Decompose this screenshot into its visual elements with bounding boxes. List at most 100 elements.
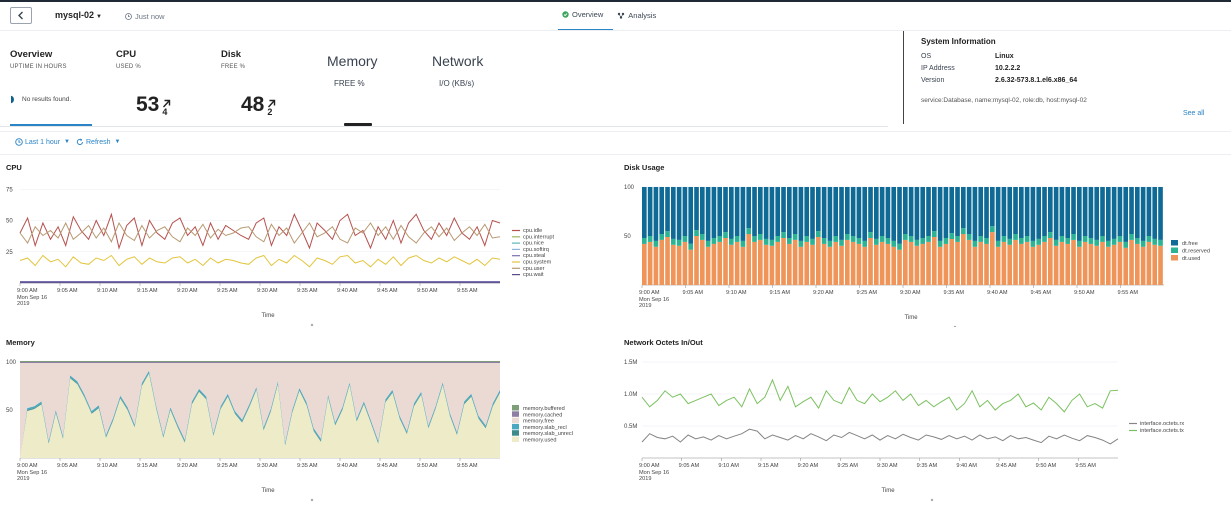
bar-segment-dt-free <box>1106 187 1111 241</box>
bar-segment-dt-reserved <box>966 234 972 240</box>
refresh-button[interactable]: Refresh ▼ <box>76 138 120 146</box>
tab-overview[interactable]: Overview <box>558 10 614 31</box>
time-range-picker[interactable]: Last 1 hour ▼ <box>15 138 70 146</box>
bar-segment-dt-reserved <box>758 234 763 240</box>
x-tick-label: 9:10 AM <box>718 463 739 469</box>
bar-segment-dt-used <box>1135 243 1140 285</box>
bar-segment-dt-reserved <box>1106 240 1111 247</box>
bar-segment-dt-reserved <box>671 238 676 245</box>
bar-segment-dt-reserved <box>734 236 740 242</box>
bar-segment-dt-free <box>850 187 856 236</box>
info-half-circle-icon <box>11 95 14 104</box>
bar-segment-dt-free <box>769 187 775 240</box>
bar-segment-dt-reserved <box>1082 236 1088 242</box>
x-tick-label: 9:20 AM <box>813 290 834 296</box>
disk-tile[interactable]: Disk FREE % <box>221 49 245 70</box>
bar-segment-dt-reserved <box>711 238 717 244</box>
bar-segment-dt-free <box>711 187 717 238</box>
bar-segment-dt-reserved <box>827 240 833 247</box>
bar-segment-dt-reserved <box>1019 238 1024 244</box>
bar-segment-dt-reserved <box>665 231 670 237</box>
bar-segment-dt-used <box>995 246 1001 285</box>
arrow-up-right-icon <box>163 99 171 108</box>
x-tick-label: 9:25 AM <box>857 290 878 296</box>
disk-delta: 2 <box>267 99 276 117</box>
bar-segment-dt-reserved <box>1071 234 1076 240</box>
bar-segment-dt-used <box>961 234 966 285</box>
bar-segment-dt-reserved <box>984 238 989 244</box>
bar-segment-dt-free <box>1129 187 1134 234</box>
network-title: Network <box>432 53 484 69</box>
x-date-label: Mon Sep 16 <box>17 295 47 301</box>
bar-segment-dt-free <box>1024 187 1030 236</box>
bar-segment-dt-reserved <box>932 231 937 237</box>
back-button[interactable] <box>10 7 32 24</box>
memory-tile[interactable]: Memory FREE % <box>327 53 378 88</box>
bar-segment-dt-used <box>1042 241 1047 285</box>
caret-down-icon: ▼ <box>96 14 102 20</box>
bar-segment-dt-free <box>1042 187 1047 236</box>
bar-segment-dt-reserved <box>1140 240 1146 247</box>
legend-label: memory.used <box>523 438 556 444</box>
x-tick-label: 9:50 AM <box>417 463 438 469</box>
bar-segment-dt-free <box>1048 187 1053 233</box>
x-tick-label: 9:05 AM <box>57 463 78 469</box>
bar-segment-dt-used <box>752 241 757 285</box>
network-chart: 0.5M 1.0M 1.5M 9:00 AM 9:05 AM 9:10 AM 9:15 AM… <box>624 360 1184 502</box>
y-tick-label: 100 <box>6 360 17 366</box>
bar-segment-dt-reserved <box>1117 236 1123 242</box>
x-tick-label: 9:15 AM <box>758 463 779 469</box>
bar-segment-dt-used <box>711 243 717 285</box>
last-updated-text: Just now <box>135 12 165 21</box>
bar-segment-dt-used <box>1053 245 1059 285</box>
legend-label: cpu.wait <box>523 272 544 278</box>
x-axis-title: Time <box>904 315 918 321</box>
bar-segment-dt-reserved <box>833 236 839 242</box>
x-tick-label: 9:30 AM <box>257 463 278 469</box>
legend-label: cpu.softirq <box>523 247 549 253</box>
bar-segment-dt-free <box>908 187 914 236</box>
system-info-key: Version <box>921 77 945 84</box>
legend-label: cpu.idle <box>523 228 542 234</box>
bar-segment-dt-reserved <box>839 239 844 246</box>
x-tick-label: 9:05 AM <box>57 288 78 294</box>
bar-segment-dt-free <box>1152 187 1158 239</box>
bar-segment-dt-used <box>1106 246 1111 285</box>
analysis-icon <box>618 12 625 19</box>
bar-segment-dt-used <box>717 241 723 285</box>
x-tick-label: 9:00 AM <box>17 288 38 294</box>
cpu-tile[interactable]: CPU USED % <box>116 49 141 70</box>
cpu-title: CPU <box>116 49 137 60</box>
bar-segment-dt-free <box>1082 187 1088 236</box>
bar-segment-dt-used <box>908 241 914 285</box>
bar-segment-dt-free <box>758 187 763 234</box>
overview-active-indicator <box>10 124 92 126</box>
overview-tile[interactable]: Overview UPTIME IN HOURS <box>10 49 67 70</box>
bar-segment-dt-free <box>1117 187 1123 236</box>
bar-segment-dt-free <box>926 187 931 236</box>
bar-segment-dt-used <box>932 237 937 285</box>
bar-segment-dt-used <box>1117 241 1123 285</box>
bar-segment-dt-used <box>1065 243 1071 285</box>
bar-segment-dt-reserved <box>700 234 705 240</box>
bar-segment-dt-used <box>984 243 989 285</box>
host-selector[interactable]: mysql-02 ▼ <box>55 10 102 20</box>
bar-segment-dt-free <box>990 187 995 227</box>
tab-analysis[interactable]: Analysis <box>613 10 666 31</box>
bar-segment-dt-reserved <box>1065 238 1071 244</box>
host-tags: service:Database, name:mysql-02, role:db… <box>921 97 1087 104</box>
legend-label: interface.octets.rx <box>1140 421 1184 427</box>
bar-segment-dt-used <box>1123 247 1129 285</box>
x-tick-label: 9:35 AM <box>297 463 318 469</box>
bar-segment-dt-reserved <box>746 228 752 235</box>
bar-segment-dt-used <box>1152 244 1158 285</box>
bar-segment-dt-used <box>1007 244 1013 285</box>
bar-segment-dt-free <box>833 187 839 236</box>
bar-segment-dt-used <box>740 246 746 285</box>
see-all-link[interactable]: See all <box>1183 110 1205 117</box>
cpu-delta-value: 4 <box>162 107 168 117</box>
bar-segment-dt-reserved <box>688 243 694 250</box>
view-tabs: Overview Analysis <box>558 10 666 31</box>
network-tile[interactable]: Network I/O (KB/s) <box>432 53 483 88</box>
legend-label: cpu.system <box>523 260 552 266</box>
